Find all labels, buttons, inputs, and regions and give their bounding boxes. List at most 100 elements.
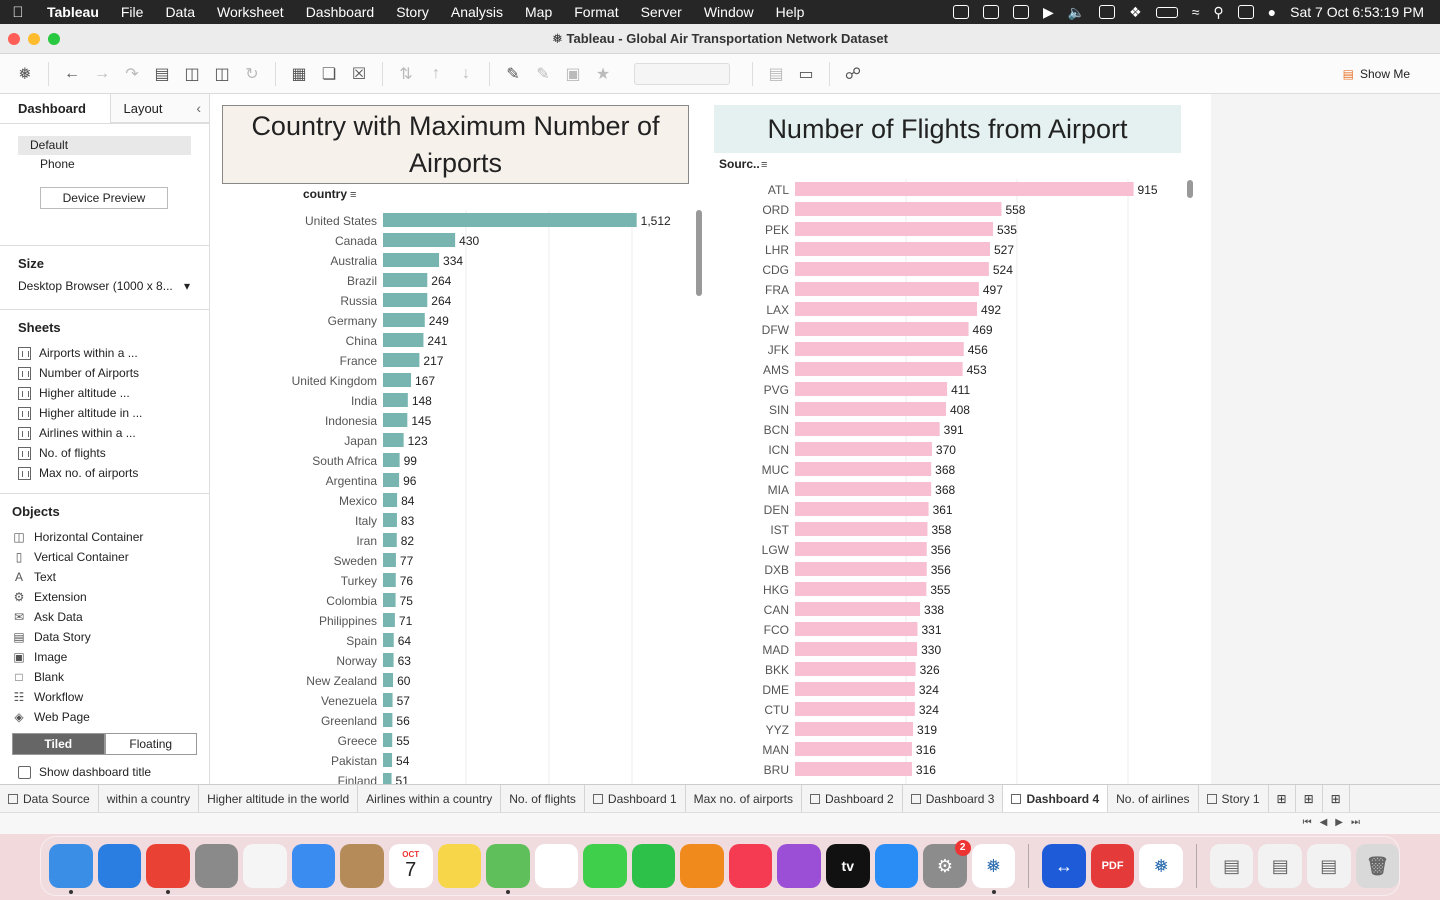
category-label[interactable]: United States — [305, 214, 377, 228]
first-tab-icon[interactable]: ⏮ — [1302, 817, 1312, 828]
flights-by-airport-chart[interactable]: Sourc.. ≡ATL 915 ORD 558 PEK 535 LHR 527 CDG 524 FR… — [706, 156, 1206, 784]
object-item[interactable]: ▣ Image — [12, 647, 209, 667]
bar[interactable] — [383, 353, 420, 367]
category-label[interactable]: New Zealand — [306, 674, 377, 688]
bar[interactable] — [795, 522, 928, 536]
siri-icon[interactable]: ● — [1267, 4, 1277, 20]
bar[interactable] — [795, 402, 946, 416]
pin-icon[interactable]: ★ — [595, 65, 611, 83]
bar[interactable] — [383, 653, 394, 667]
dock-system-settings-icon[interactable]: ⚙ 2 — [923, 840, 971, 888]
object-item[interactable]: ▯ Vertical Container — [12, 547, 209, 567]
category-label[interactable]: France — [340, 354, 378, 368]
device-phone[interactable]: Phone — [40, 157, 75, 171]
axis-header[interactable]: Sourc.. — [719, 157, 760, 171]
play-status-icon[interactable]: ▶ — [1042, 3, 1054, 20]
tab-dashboard[interactable]: Dashboard — [0, 94, 112, 123]
sheet-tab[interactable]: No. of flights — [501, 784, 585, 813]
dock-chrome-icon[interactable] — [146, 844, 190, 894]
show-dashboard-title-checkbox[interactable]: Show dashboard title — [18, 765, 209, 779]
category-label[interactable]: BKK — [765, 663, 789, 677]
bar[interactable] — [795, 442, 932, 456]
menu-story[interactable]: Story — [396, 4, 429, 20]
bar[interactable] — [795, 682, 915, 696]
device-preview-button[interactable]: Device Preview — [40, 187, 168, 209]
category-label[interactable]: Indonesia — [325, 414, 377, 428]
sort-icon[interactable]: ≡ — [350, 189, 356, 201]
bar[interactable] — [795, 262, 989, 276]
bar[interactable] — [383, 373, 412, 387]
undo-icon[interactable]: ← — [64, 64, 80, 82]
bar[interactable] — [795, 502, 929, 516]
category-label[interactable]: SIN — [769, 403, 789, 417]
next-tab-icon[interactable]: ▶ — [1335, 817, 1343, 828]
sheet-item[interactable]: Max no. of airports — [18, 463, 209, 483]
redo-icon[interactable]: → — [94, 64, 110, 82]
bar[interactable] — [383, 213, 637, 227]
category-label[interactable]: AMS — [763, 363, 789, 377]
dock-tv-icon[interactable]: tv — [826, 844, 870, 888]
sheet-tab[interactable]: Dashboard 4 — [1003, 784, 1109, 813]
menu-analysis[interactable]: Analysis — [450, 4, 504, 20]
dock-finder-icon[interactable] — [49, 844, 93, 894]
bar[interactable] — [383, 673, 394, 687]
menu-clock[interactable]: Sat 7 Oct 6:53:19 PM — [1290, 4, 1424, 20]
minimize-window-button[interactable] — [28, 32, 40, 45]
category-label[interactable]: Russia — [340, 294, 377, 308]
category-label[interactable]: Italy — [355, 514, 377, 528]
bar[interactable] — [795, 462, 932, 476]
bar[interactable] — [383, 453, 400, 467]
dock-screenshot-icon[interactable]: ▤ — [1307, 844, 1351, 888]
category-label[interactable]: IST — [770, 523, 789, 537]
floating-button[interactable]: Floating — [104, 733, 197, 755]
new-dashboard-tab-icon[interactable]: ⊞ — [1296, 784, 1323, 813]
menu-window[interactable]: Window — [703, 4, 754, 20]
close-window-button[interactable] — [8, 32, 20, 45]
bar[interactable] — [383, 733, 393, 747]
category-label[interactable]: CDG — [762, 263, 789, 277]
sheet-tab[interactable]: Dashboard 1 — [585, 784, 686, 813]
sheet-item[interactable]: Airports within a ... — [18, 343, 209, 363]
bar[interactable] — [795, 642, 918, 656]
volume-icon[interactable]: 🔈 — [1067, 3, 1086, 20]
battery-icon[interactable] — [1155, 6, 1178, 18]
category-label[interactable]: ORD — [762, 203, 789, 217]
sheet-tab[interactable]: Dashboard 2 — [802, 784, 903, 813]
clear-sheet-icon[interactable]: ☒ — [351, 65, 367, 83]
dock-music-icon[interactable] — [728, 844, 773, 888]
sheet-tab[interactable]: Dashboard 3 — [903, 784, 1004, 813]
dock-calendar-icon[interactable]: OCT 7 — [388, 844, 433, 888]
bar[interactable] — [383, 553, 396, 567]
category-label[interactable]: FRA — [765, 283, 789, 297]
category-label[interactable]: China — [346, 334, 378, 348]
bar[interactable] — [795, 322, 969, 336]
dock-pdf-icon[interactable]: PDF — [1090, 844, 1135, 888]
bar[interactable] — [383, 573, 396, 587]
sheet-tab[interactable]: Data Source — [0, 784, 99, 813]
category-label[interactable]: HKG — [763, 583, 789, 597]
object-item[interactable]: ☷ Workflow — [12, 687, 209, 707]
sort-descending-icon[interactable]: ↓ — [462, 64, 470, 82]
category-label[interactable]: JFK — [768, 343, 789, 357]
new-data-source-icon[interactable]: ◫ — [184, 65, 200, 83]
show-cards-icon[interactable]: ▤ — [768, 65, 784, 83]
show-labels-icon[interactable]: ▣ — [565, 65, 581, 83]
category-label[interactable]: India — [351, 394, 377, 408]
category-label[interactable]: ICN — [768, 443, 789, 457]
category-label[interactable]: Philippines — [319, 614, 377, 628]
bar[interactable] — [795, 762, 912, 776]
category-label[interactable]: Spain — [346, 634, 377, 648]
bar[interactable] — [795, 222, 993, 236]
category-label[interactable]: LGW — [762, 543, 790, 557]
axis-header[interactable]: country — [303, 187, 347, 201]
bar[interactable] — [795, 482, 932, 496]
sheet-tab[interactable]: Story 1 — [1199, 784, 1269, 813]
object-item[interactable]: ◫ Horizontal Container — [12, 527, 209, 547]
teamviewer-status-icon[interactable] — [952, 5, 969, 19]
category-label[interactable]: Germany — [328, 314, 377, 328]
control-center-icon[interactable] — [1237, 5, 1254, 19]
category-label[interactable]: Turkey — [341, 574, 377, 588]
object-item[interactable]: A Text — [12, 567, 209, 587]
menu-data[interactable]: Data — [165, 4, 196, 20]
dock-documents-icon[interactable]: ▤ — [1258, 844, 1303, 888]
